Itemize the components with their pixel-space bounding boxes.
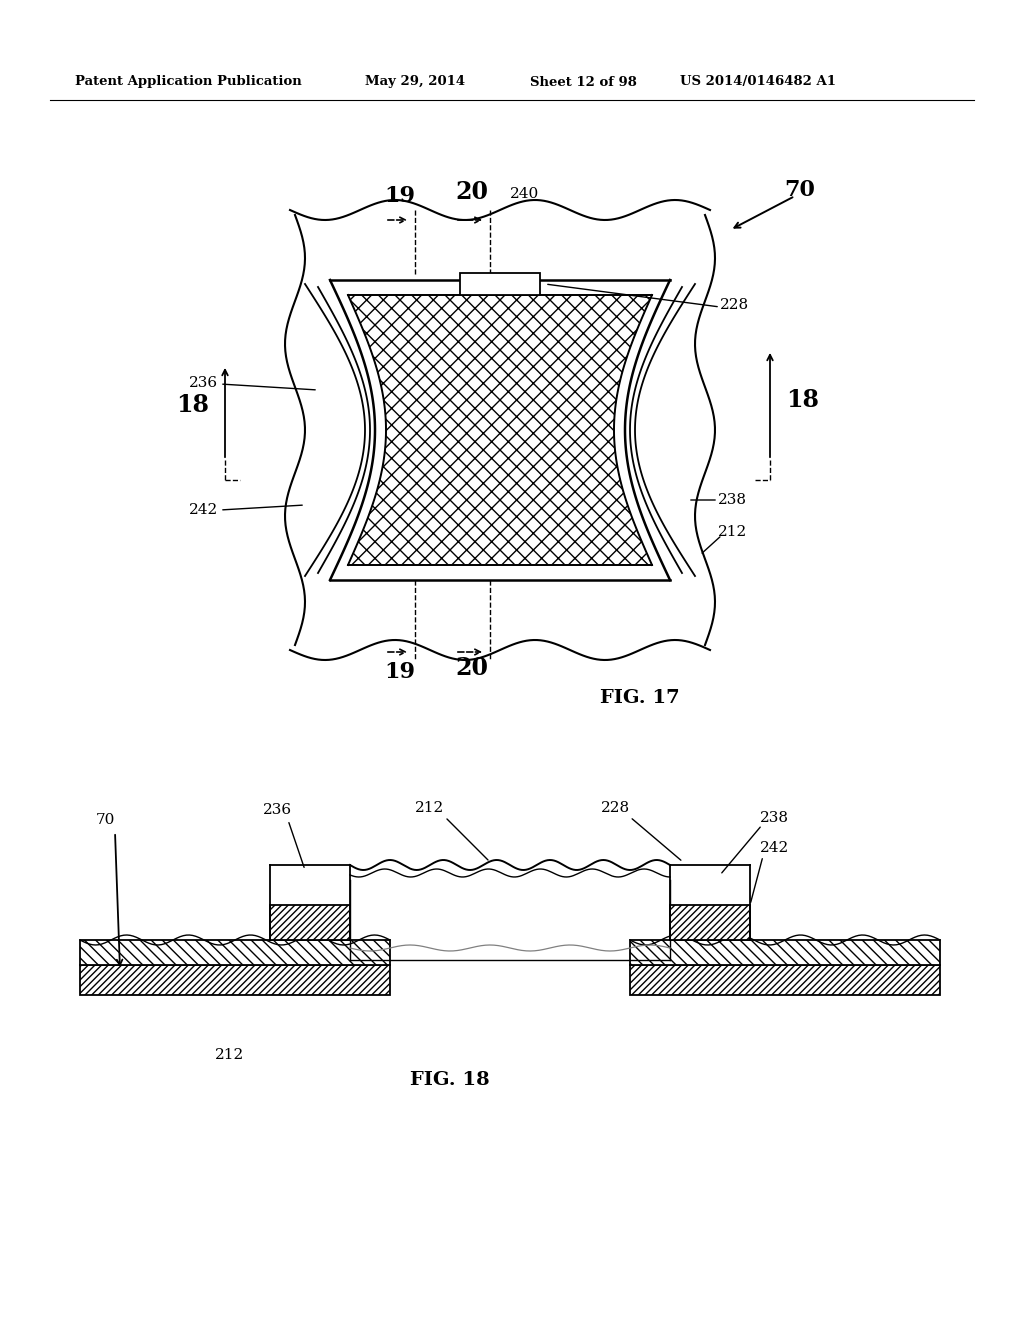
Text: 242: 242 bbox=[760, 841, 790, 855]
Polygon shape bbox=[348, 294, 652, 565]
Text: Patent Application Publication: Patent Application Publication bbox=[75, 75, 302, 88]
Text: 212: 212 bbox=[718, 525, 748, 539]
Text: 18: 18 bbox=[176, 393, 210, 417]
Text: 242: 242 bbox=[188, 503, 218, 517]
Bar bbox=[630, 965, 940, 995]
Bar bbox=[670, 906, 750, 940]
Text: 70: 70 bbox=[95, 813, 115, 828]
Text: 212: 212 bbox=[215, 1048, 245, 1063]
Text: 19: 19 bbox=[384, 661, 416, 682]
Text: 236: 236 bbox=[263, 803, 293, 817]
Text: 240: 240 bbox=[510, 187, 540, 201]
Text: 236: 236 bbox=[188, 376, 218, 389]
Text: May 29, 2014: May 29, 2014 bbox=[365, 75, 465, 88]
Text: Sheet 12 of 98: Sheet 12 of 98 bbox=[530, 75, 637, 88]
Text: 238: 238 bbox=[718, 492, 746, 507]
Text: FIG. 17: FIG. 17 bbox=[600, 689, 680, 708]
Text: 70: 70 bbox=[784, 180, 815, 201]
Bar bbox=[80, 940, 390, 965]
Text: 228: 228 bbox=[720, 298, 750, 312]
Text: 20: 20 bbox=[456, 656, 488, 680]
Text: FIG. 18: FIG. 18 bbox=[411, 1071, 489, 1089]
Text: 212: 212 bbox=[416, 801, 444, 814]
Bar bbox=[270, 906, 350, 940]
Text: 20: 20 bbox=[456, 180, 488, 205]
Bar bbox=[460, 273, 540, 294]
Text: US 2014/0146482 A1: US 2014/0146482 A1 bbox=[680, 75, 836, 88]
Text: 228: 228 bbox=[601, 801, 631, 814]
Bar bbox=[80, 965, 390, 995]
Text: 238: 238 bbox=[760, 810, 790, 825]
Bar bbox=[630, 940, 940, 965]
Text: 18: 18 bbox=[786, 388, 819, 412]
Text: 19: 19 bbox=[384, 185, 416, 207]
